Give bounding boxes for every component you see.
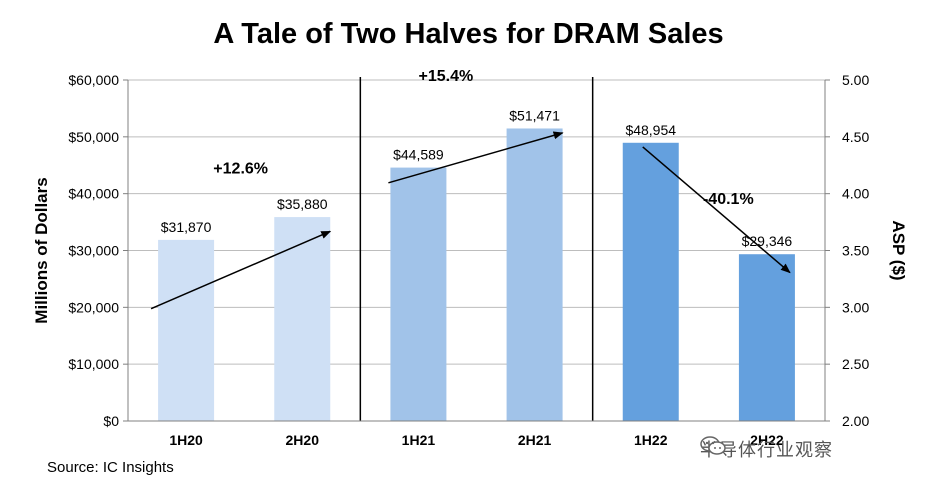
x-tick-label: 1H21 [402,432,436,448]
trend-arrow [150,230,332,310]
data-label: $31,870 [161,219,212,235]
x-tick-label: 1H22 [634,432,668,448]
y-tick-label: $0 [103,413,119,429]
y2-axis-label: ASP ($) [889,220,908,280]
data-label: $48,954 [625,122,676,138]
data-label: $35,880 [277,196,328,212]
source-note: Source: IC Insights [47,459,174,476]
y-tick-label: $50,000 [68,129,119,145]
percent-change-label: -40.1% [703,191,754,208]
watermark-text: 半导体行业观察 [700,440,833,460]
bar-1H21 [390,167,447,421]
y-tick-label: $20,000 [68,299,119,315]
y-tick-label: $10,000 [68,356,119,372]
x-tick-label: 1H20 [169,432,203,448]
watermark: 半导体行业观察 [700,436,833,462]
y-tick-label: $30,000 [68,243,119,259]
data-label: $44,589 [393,147,444,163]
y2-tick-label: 5.00 [842,72,869,88]
y-tick-label: $60,000 [68,72,119,88]
bar-1H22 [622,142,679,421]
x-tick-label: 2H21 [518,432,552,448]
x-tick-label: 2H22 [750,432,784,448]
y-tick-label: $40,000 [68,186,119,202]
y-axis-label: Millions of Dollars [32,177,51,323]
y2-tick-label: 2.50 [842,356,869,372]
y2-tick-label: 3.00 [842,299,869,315]
bar-1H20 [158,239,215,421]
wechat-icon [700,436,726,455]
y2-tick-label: 4.50 [842,129,869,145]
data-label: $51,471 [509,107,560,123]
y2-tick-label: 4.00 [842,186,869,202]
data-label: $29,346 [742,233,793,249]
y2-tick-label: 2.00 [842,413,869,429]
chart-title: A Tale of Two Halves for DRAM Sales [213,18,724,50]
bar-2H20 [274,217,331,421]
y2-tick-label: 3.50 [842,243,869,259]
trend-arrow [642,146,791,274]
x-tick-label: 2H20 [286,432,320,448]
percent-change-label: +12.6% [213,160,268,177]
trend-arrow [388,131,564,184]
bar-2H22 [738,254,795,421]
percent-change-label: +15.4% [419,68,474,85]
bar-2H21 [506,128,563,421]
